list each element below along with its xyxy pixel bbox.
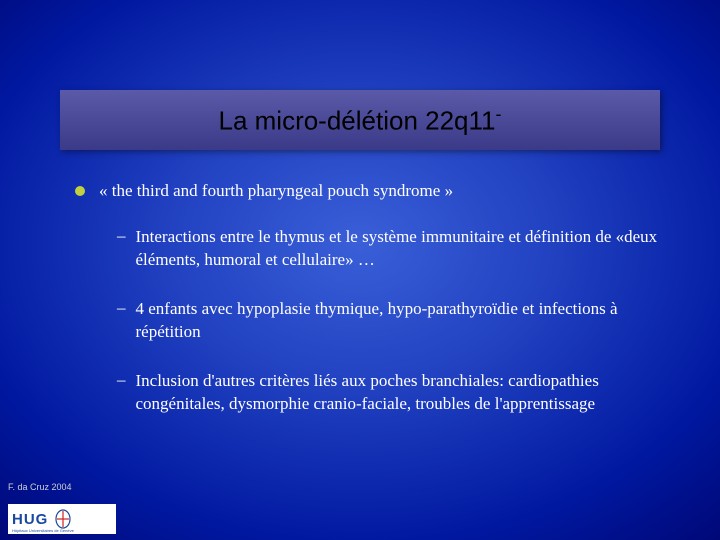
slide-title: La micro-délétion 22q11- xyxy=(218,104,501,137)
sub-item: – Interactions entre le thymus et le sys… xyxy=(117,226,665,272)
logo-mark-icon xyxy=(54,508,72,530)
dash-icon: – xyxy=(117,298,126,318)
title-main: La micro-délétion 22q11 xyxy=(218,105,495,135)
dash-icon: – xyxy=(117,226,126,246)
content-area: « the third and fourth pharyngeal pouch … xyxy=(75,180,665,442)
sub-item: – 4 enfants avec hypoplasie thymique, hy… xyxy=(117,298,665,344)
main-bullet: « the third and fourth pharyngeal pouch … xyxy=(75,180,665,202)
sub-item-text: Inclusion d'autres critères liés aux poc… xyxy=(136,370,666,416)
title-superscript: - xyxy=(496,104,502,124)
bullet-dot-icon xyxy=(75,186,85,196)
logo: HUG Hôpitaux Universitaires de Genève xyxy=(8,504,116,534)
sub-item-text: 4 enfants avec hypoplasie thymique, hypo… xyxy=(136,298,666,344)
main-bullet-text: « the third and fourth pharyngeal pouch … xyxy=(99,180,453,202)
sub-list: – Interactions entre le thymus et le sys… xyxy=(117,226,665,416)
title-box: La micro-délétion 22q11- xyxy=(60,90,660,150)
sub-item-text: Interactions entre le thymus et le systè… xyxy=(136,226,666,272)
logo-text: HUG xyxy=(12,511,48,528)
logo-subtext: Hôpitaux Universitaires de Genève xyxy=(12,528,74,533)
dash-icon: – xyxy=(117,370,126,390)
sub-item: – Inclusion d'autres critères liés aux p… xyxy=(117,370,665,416)
footer-credit: F. da Cruz 2004 xyxy=(8,482,72,492)
